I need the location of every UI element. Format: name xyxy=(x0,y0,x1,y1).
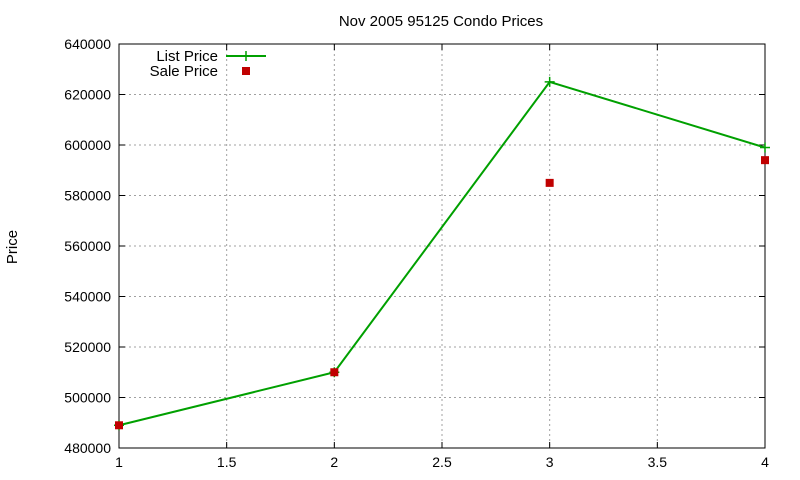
plot-frame xyxy=(118,43,766,449)
y-tick-label: 540000 xyxy=(64,289,111,305)
x-tick-label: 1 xyxy=(115,454,123,470)
x-tick-label: 2.5 xyxy=(432,454,452,470)
chart-title: Nov 2005 95125 Condo Prices xyxy=(339,13,543,30)
grid xyxy=(119,44,765,448)
axis-ticks: 480000 500000 520000 540000 560000 580000 6000… xyxy=(64,36,769,470)
x-tick-label: 3 xyxy=(546,454,554,470)
y-tick-label: 560000 xyxy=(64,238,111,254)
legend-label: Sale Price xyxy=(150,63,218,80)
x-tick-label: 2 xyxy=(330,454,338,470)
x-tick-label: 1.5 xyxy=(217,454,237,470)
y-tick-label: 520000 xyxy=(64,339,111,355)
list-price-point xyxy=(760,142,770,153)
y-tick-label: 620000 xyxy=(64,87,111,103)
y-tick-label: 580000 xyxy=(64,188,111,204)
series-line-list-price xyxy=(118,80,766,427)
sale-price-point xyxy=(545,178,554,187)
y-tick-label: 640000 xyxy=(64,36,111,52)
x-tick-label: 4 xyxy=(761,454,769,470)
series-layer xyxy=(114,76,770,431)
y-tick-label: 500000 xyxy=(64,390,111,406)
y-tick-label: 600000 xyxy=(64,137,111,153)
y-axis-label: Price xyxy=(4,230,21,264)
x-tick-label: 3.5 xyxy=(648,454,668,470)
list-price-point xyxy=(544,76,555,87)
legend-swatch-plus xyxy=(241,51,251,61)
sale-price-point xyxy=(761,156,769,165)
legend-label: List Price xyxy=(156,48,218,65)
y-tick-label: 480000 xyxy=(64,440,111,456)
sale-price-point xyxy=(115,421,123,430)
legend-swatch-square xyxy=(242,67,250,75)
sale-price-point xyxy=(330,368,339,377)
